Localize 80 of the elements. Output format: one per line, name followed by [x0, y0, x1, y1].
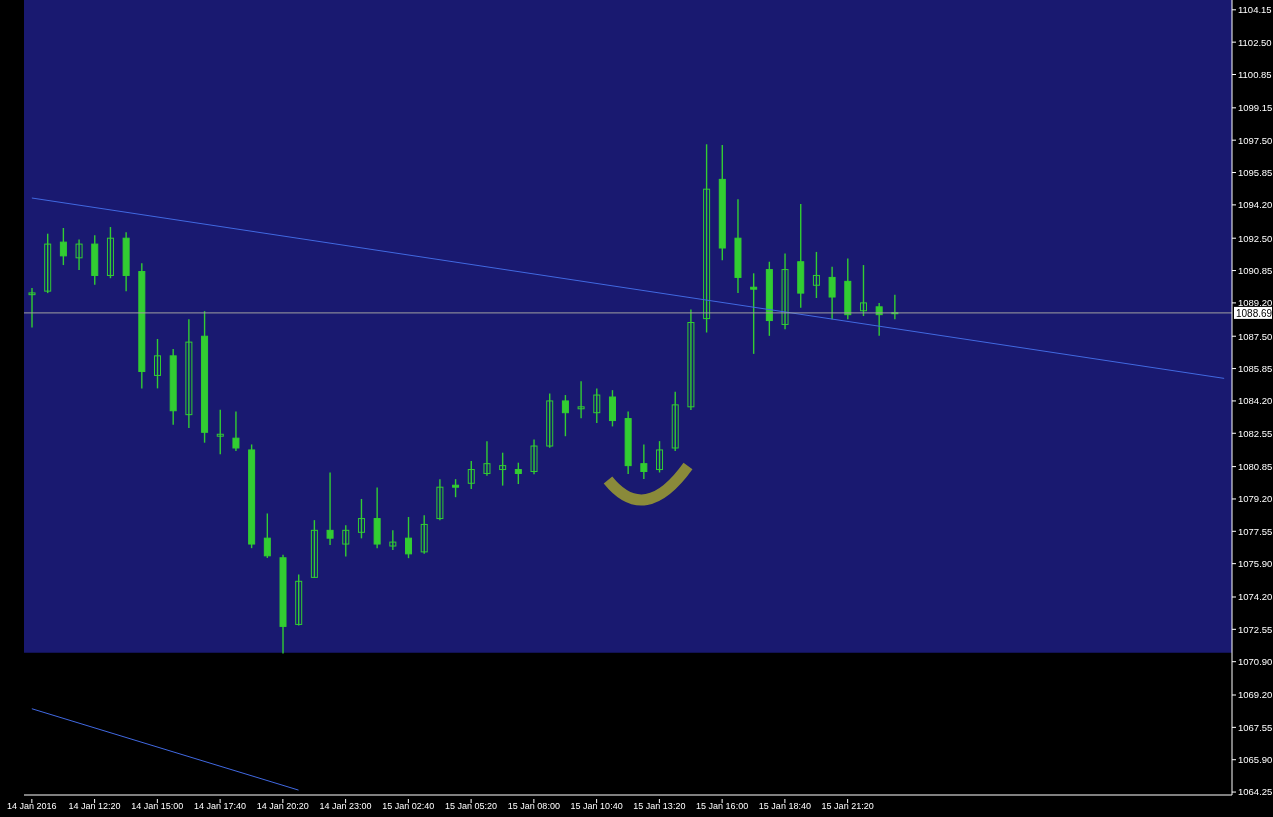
candlestick [154, 338, 162, 390]
y-tick-label: 1092.50 [1238, 232, 1273, 244]
candlestick [216, 409, 224, 455]
candlestick [59, 227, 67, 266]
x-tick-label: 15 Jan 18:40 [758, 801, 811, 811]
candlestick [640, 443, 648, 480]
candlestick [608, 389, 616, 428]
y-tick-label: 1085.85 [1238, 362, 1273, 374]
y-tick-label: 1069.20 [1238, 689, 1273, 701]
candlestick [389, 529, 397, 551]
candlestick [232, 410, 240, 452]
candlestick [342, 524, 350, 558]
x-tick-label: 15 Jan 05:20 [445, 801, 498, 811]
candlestick [499, 451, 507, 487]
candlestick [483, 440, 491, 477]
candlestick [452, 478, 460, 498]
candlestick [530, 438, 538, 475]
y-tick-label: 1090.85 [1238, 264, 1273, 276]
candlestick [106, 226, 114, 279]
candlestick [44, 233, 52, 294]
x-tick-label: 14 Jan 17:40 [194, 801, 247, 811]
candlestick [326, 471, 334, 546]
candlestick [436, 478, 444, 522]
candlestick [656, 440, 664, 474]
y-tick-label: 1080.85 [1238, 460, 1273, 472]
y-tick-label: 1095.85 [1238, 166, 1273, 178]
candlestick [703, 143, 711, 334]
y-tick-label: 1082.55 [1238, 427, 1273, 439]
candlestick [546, 392, 554, 449]
x-tick-label: 15 Jan 16:00 [696, 801, 749, 811]
x-tick-label: 14 Jan 2016 [7, 801, 57, 811]
x-tick-label: 14 Jan 20:20 [256, 801, 309, 811]
candlestick [781, 252, 789, 330]
y-tick-label: 1065.90 [1238, 754, 1273, 766]
candlestick [357, 498, 365, 540]
candlestick [295, 573, 303, 627]
y-tick-label: 1070.90 [1238, 656, 1273, 668]
candlestick [420, 514, 428, 555]
candlestick [828, 265, 836, 321]
candlestick [687, 308, 695, 411]
candlestick [593, 387, 601, 424]
candlestick [310, 519, 318, 579]
candlestick [577, 380, 585, 419]
candlestick [405, 516, 413, 559]
y-tick-label: 1104.15 [1238, 4, 1272, 16]
y-tick-label: 1064.25 [1238, 786, 1273, 798]
candlestick [263, 512, 271, 559]
x-tick-label: 15 Jan 08:00 [507, 801, 560, 811]
y-tick-label: 1084.20 [1238, 395, 1273, 407]
x-tick-label: 15 Jan 02:40 [382, 801, 435, 811]
y-tick-label: 1100.85 [1238, 68, 1272, 80]
y-tick-label: 1067.55 [1238, 721, 1273, 733]
ref-line-label: 1088.69 [1236, 307, 1273, 319]
y-tick-label: 1087.50 [1238, 330, 1273, 342]
candlestick [75, 238, 83, 271]
candlestick [859, 264, 867, 317]
y-tick-label: 1094.20 [1238, 199, 1273, 211]
x-tick-label: 15 Jan 10:40 [570, 801, 623, 811]
y-tick-label: 1077.55 [1238, 525, 1273, 537]
y-tick-label: 1075.90 [1238, 558, 1273, 570]
x-tick-label: 15 Jan 13:20 [633, 801, 686, 811]
y-tick-label: 1079.20 [1238, 493, 1273, 505]
candlestick [561, 394, 569, 437]
candlestick [812, 251, 820, 299]
x-tick-label: 14 Jan 12:20 [68, 801, 121, 811]
x-tick-label: 14 Jan 15:00 [131, 801, 184, 811]
y-tick-label: 1097.50 [1238, 134, 1273, 146]
candlestick [750, 272, 758, 355]
x-tick-label: 15 Jan 21:20 [821, 801, 874, 811]
y-tick-label: 1074.20 [1238, 591, 1273, 603]
y-tick-label: 1089.20 [1238, 297, 1273, 309]
candlestick [28, 287, 36, 329]
y-tick-label: 1072.55 [1238, 623, 1273, 635]
candlestick [514, 461, 522, 485]
y-tick-label: 1099.15 [1238, 102, 1273, 114]
y-tick-label: 1102.50 [1238, 36, 1272, 48]
candlestick [467, 460, 475, 490]
candlestick [671, 391, 679, 452]
candlestick [185, 318, 193, 429]
x-tick-label: 14 Jan 23:00 [319, 801, 372, 811]
